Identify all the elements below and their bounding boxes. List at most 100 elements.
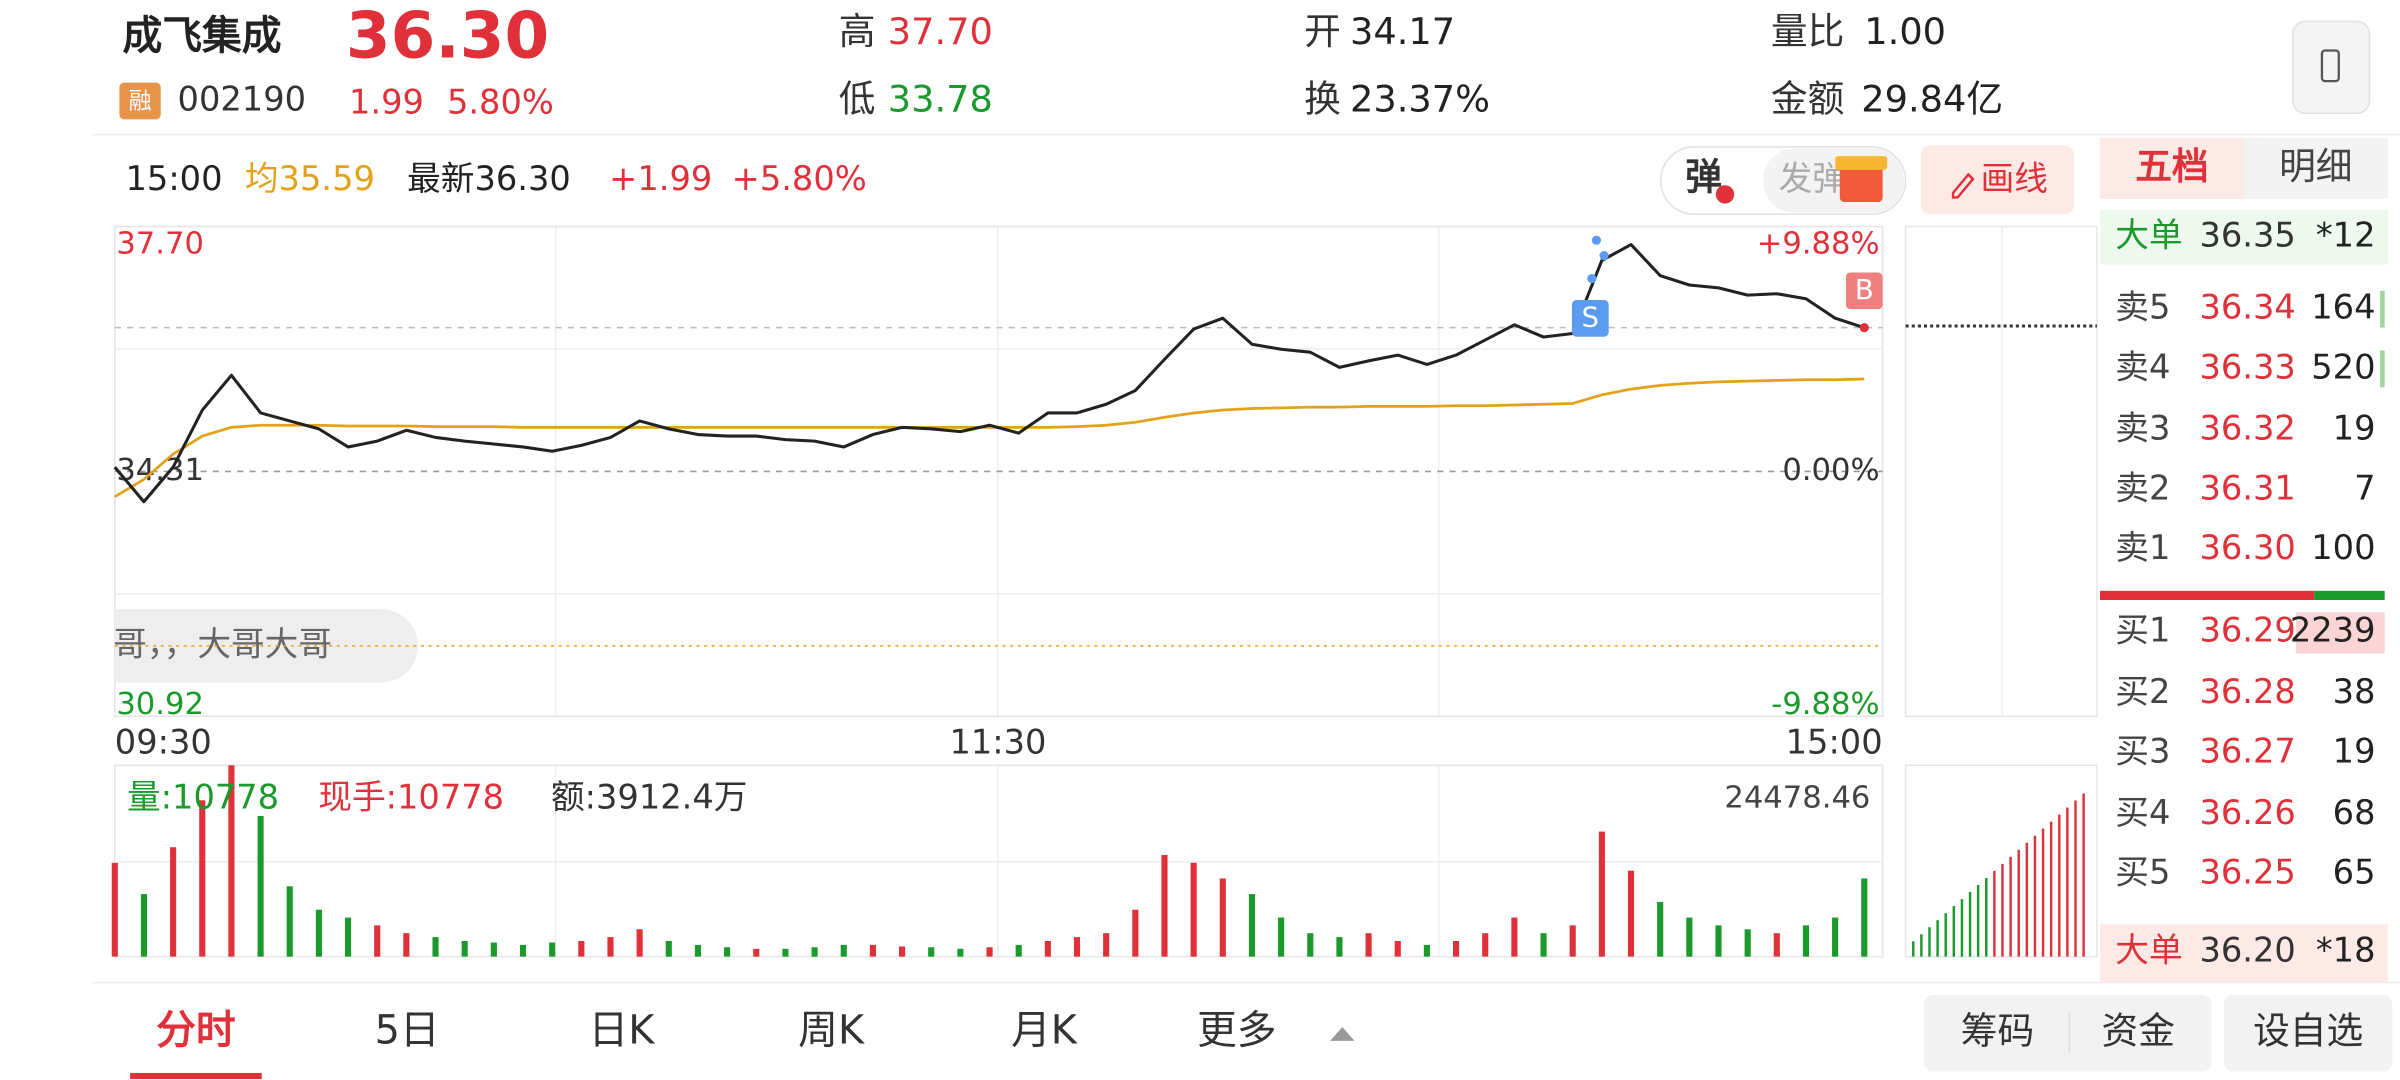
margin-tag: 融: [129, 88, 152, 114]
buy-marker-bg: [1845, 272, 1883, 310]
order-qty: *18: [2316, 931, 2376, 970]
volume-bar: [665, 941, 672, 957]
button-group-bg: [1923, 994, 2212, 1072]
danmu-bubble: [114, 609, 418, 683]
volume-bar: [986, 947, 993, 957]
volume-bar: [1190, 862, 1197, 957]
volume-bar: [1073, 937, 1081, 957]
volume-bar: [199, 800, 206, 957]
order-label: 卖5: [2115, 288, 2170, 327]
danmu-send[interactable]: 发弹: [1779, 159, 1846, 198]
volume-bar: [1453, 941, 1460, 957]
order-label: 卖2: [2115, 468, 2170, 507]
volume-bar: [869, 944, 876, 957]
volume-bar: [840, 944, 847, 957]
bottom-tab-active[interactable]: 分时: [156, 1008, 236, 1054]
order-qty: 68: [2333, 793, 2376, 832]
volume-bar: [1161, 855, 1168, 957]
bottom-tab[interactable]: 周K: [798, 1008, 865, 1054]
draw-label[interactable]: 画线: [1981, 159, 2048, 198]
stat-label: 开: [1304, 10, 1341, 53]
order-label: 买1: [2115, 611, 2170, 650]
stat-value: 37.70: [888, 10, 993, 53]
signal-dot: [1599, 251, 1609, 261]
danmu-button[interactable]: 弹: [1685, 156, 1722, 199]
stat-value: 1.00: [1864, 10, 1946, 53]
bottom-tab[interactable]: 月K: [1011, 1008, 1078, 1054]
volume-bar: [636, 929, 643, 957]
sell-marker: S: [1582, 301, 1600, 333]
volume-bar: [1686, 917, 1693, 957]
volume-bar: [257, 815, 264, 957]
stat-value: 33.78: [888, 78, 993, 121]
order-qty: *12: [2316, 216, 2376, 255]
volume-bar: [1394, 941, 1401, 957]
volume-bar: [286, 886, 293, 957]
volume-bar: [1336, 937, 1343, 957]
volume-bar: [1103, 933, 1110, 957]
volume-bar: [1802, 925, 1810, 957]
order-price: 36.30: [2199, 528, 2295, 567]
order-price: 36.28: [2199, 672, 2295, 711]
volume-bar: [1511, 917, 1518, 957]
order-label: 大单: [2115, 931, 2182, 970]
order-price: 36.27: [2199, 732, 2295, 771]
gift-icon: [1839, 165, 1883, 203]
order-price: 36.31: [2199, 468, 2295, 507]
ask-depth-bar: [2380, 350, 2385, 388]
volume-bar: [811, 947, 818, 957]
order-price: 36.26: [2199, 793, 2295, 832]
volume-bar: [490, 942, 497, 957]
pct-tick-label: +9.88%: [1757, 226, 1880, 261]
tab[interactable]: 明细: [2279, 145, 2352, 188]
order-price: 36.20: [2199, 931, 2295, 970]
gift-icon-lid: [1835, 156, 1888, 170]
stock-name: 成飞集成: [122, 13, 281, 59]
danmu-check: [1715, 185, 1735, 204]
volume-bar: [345, 917, 352, 957]
volume-bar: [1598, 831, 1605, 957]
volume-bar: [519, 944, 527, 957]
bottom-button[interactable]: 筹码: [1961, 1010, 2034, 1053]
volume-bar: [432, 937, 439, 957]
price-change: 1.99: [349, 83, 424, 122]
volume-bar: [724, 947, 731, 957]
x-tick-label: 11:30: [949, 722, 1046, 761]
hand-label: 现手:10778: [318, 777, 504, 816]
volume-bar: [957, 948, 964, 957]
bottom-tab[interactable]: 日K: [588, 1008, 655, 1054]
stat-label: 换: [1304, 78, 1341, 121]
volume-bar: [1744, 929, 1751, 957]
order-price: 36.29: [2199, 611, 2295, 650]
volume-bar: [1307, 933, 1314, 957]
volume-bar: [170, 847, 177, 957]
volume-bar: [1540, 933, 1547, 957]
sell-marker-bg: [1571, 300, 1609, 337]
volume-bar: [578, 941, 585, 957]
bottom-button[interactable]: 资金: [2102, 1010, 2175, 1053]
price-line: [113, 243, 1865, 504]
price-change-pct: 5.80%: [447, 83, 554, 122]
volume-bar: [1482, 933, 1489, 957]
order-price: 36.25: [2199, 852, 2295, 891]
y-tick-label: 37.70: [116, 226, 204, 261]
volume-bar: [1832, 917, 1839, 957]
buy-marker: B: [1855, 274, 1874, 306]
bottom-tab[interactable]: 5日: [375, 1008, 440, 1054]
bottom-tab[interactable]: 更多: [1197, 1008, 1277, 1054]
volume-bar: [228, 765, 235, 957]
big-buy-bg: [2100, 924, 2388, 983]
danmu-text: 大哥，，大哥大哥: [80, 624, 332, 663]
bottom-button[interactable]: 设自选: [2253, 1010, 2363, 1053]
margin-tag-bg: [119, 82, 161, 120]
volume-bar: [1861, 878, 1868, 957]
tab-active[interactable]: 五档: [2135, 145, 2208, 188]
volume-max-label: 24478.46: [1724, 780, 1870, 815]
danmu-layer: 大哥，，大哥大哥: [80, 609, 418, 683]
order-label: 卖4: [2115, 347, 2170, 386]
stat-label: 量比: [1771, 10, 1844, 53]
volume-bar: [1044, 941, 1051, 957]
device-icon-button[interactable]: [2292, 20, 2371, 115]
volume-bar: [1365, 933, 1372, 957]
